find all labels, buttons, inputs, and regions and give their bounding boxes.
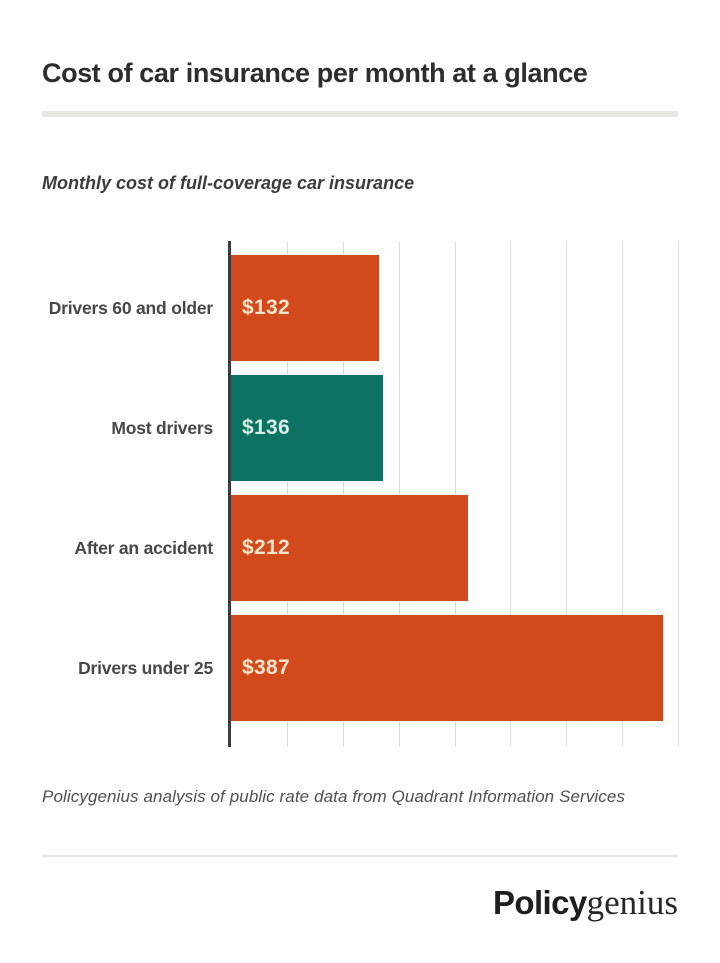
- value-label: $132: [242, 296, 290, 319]
- bar-track: $132: [231, 255, 678, 361]
- source-note: Policygenius analysis of public rate dat…: [42, 787, 626, 806]
- chart-row: Drivers 60 and older $132: [42, 255, 678, 361]
- chart-row: Most drivers $136: [42, 375, 678, 481]
- gridline: [510, 241, 512, 747]
- bar-track: $212: [231, 495, 678, 601]
- gridline: [342, 241, 344, 747]
- chart-rows: Drivers 60 and older $132 Most drivers $136…: [42, 241, 678, 747]
- chart-row: After an accident $212: [42, 495, 678, 601]
- bar-track: $387: [231, 615, 678, 721]
- category-label: Most drivers: [111, 417, 213, 438]
- bar: $387: [231, 615, 664, 721]
- category-label: Drivers 60 and older: [48, 297, 213, 318]
- bar-chart: Drivers 60 and older $132 Most drivers $136…: [42, 241, 679, 747]
- y-axis-line: [228, 241, 231, 747]
- page-title: Cost of car insurance per month at a gla…: [42, 58, 588, 88]
- bar-track: $136: [231, 375, 678, 481]
- gridline: [286, 241, 288, 747]
- gridline: [454, 241, 456, 747]
- footer-divider: [42, 855, 678, 857]
- chart-subtitle: Monthly cost of full-coverage car insura…: [42, 173, 415, 193]
- title-divider: [42, 111, 678, 117]
- brand-logo: Policygenius: [42, 883, 678, 923]
- chart-row: Drivers under 25 $387: [42, 615, 678, 721]
- logo-genius-text: genius: [586, 883, 678, 922]
- value-label: $387: [242, 656, 290, 679]
- category-label: Drivers under 25: [78, 657, 213, 678]
- gridline: [566, 241, 568, 747]
- plot-area: [231, 241, 679, 747]
- value-label: $136: [242, 416, 290, 439]
- bar: $212: [231, 495, 468, 601]
- bar: $132: [231, 255, 379, 361]
- logo-policy-text: Policy: [492, 884, 587, 921]
- gridline: [678, 241, 679, 747]
- bar: $136: [231, 375, 383, 481]
- category-label: After an accident: [74, 537, 213, 558]
- content-column: Cost of car insurance per month at a gla…: [42, 0, 679, 923]
- gridline: [398, 241, 400, 747]
- gridline: [622, 241, 624, 747]
- value-label: $212: [242, 536, 290, 559]
